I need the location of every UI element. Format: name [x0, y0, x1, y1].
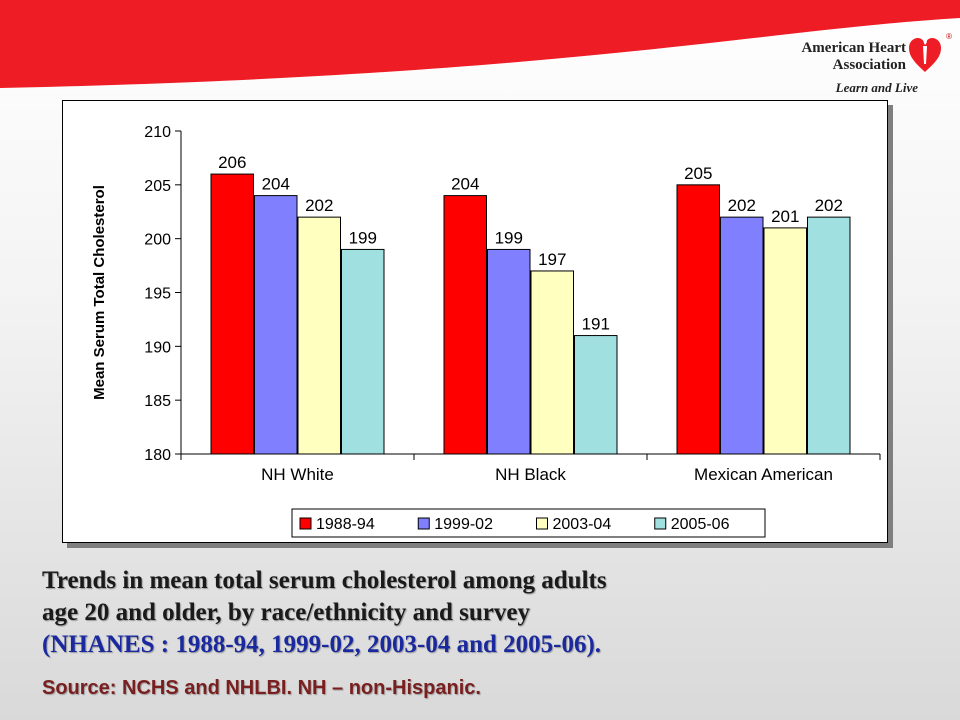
- y-tick-label: 190: [144, 339, 171, 356]
- chart-panel: 180 185 190 195 200 205 210 Mean Serum Total Ch…: [62, 100, 888, 543]
- bar-value-label: 191: [582, 315, 610, 334]
- bar: [807, 216, 851, 455]
- y-tick-label: 210: [144, 124, 171, 141]
- bar: [210, 173, 254, 455]
- legend-label: 1988-94: [316, 516, 375, 533]
- y-tick-label: 195: [144, 286, 171, 303]
- bar: [443, 195, 487, 455]
- bar-value-label: 205: [684, 164, 712, 183]
- caption-line-1: Trends in mean total serum cholesterol a…: [42, 567, 607, 594]
- bar: [720, 216, 764, 455]
- heart-torch-icon: [909, 36, 941, 72]
- bar: [254, 195, 298, 455]
- bar-value-label: 199: [495, 228, 523, 247]
- legend-label: 1999-02: [434, 516, 493, 533]
- category-label: NH Black: [495, 465, 566, 484]
- bar-value-label: 197: [538, 250, 566, 269]
- legend-label: 2005-06: [671, 516, 730, 533]
- bar: [341, 248, 385, 455]
- legend-swatch: [654, 517, 667, 530]
- y-tick-label: 200: [144, 232, 171, 249]
- header-red-band: [0, 0, 960, 88]
- bar: [763, 227, 807, 455]
- legend-swatch: [536, 517, 548, 530]
- registered-mark: ®: [946, 32, 952, 41]
- legend-label: 2003-04: [553, 516, 612, 533]
- category-label: NH White: [261, 465, 334, 484]
- bar: [676, 184, 720, 455]
- bar-value-label: 204: [451, 175, 479, 194]
- legend-swatch: [417, 517, 430, 530]
- chart-caption: Trends in mean total serum cholesterol a…: [42, 565, 942, 661]
- caption-line-3: (NHANES : 1988-94, 1999-02, 2003-04 and …: [42, 631, 602, 658]
- source-note: Source: NCHS and NHLBI. NH – non-Hispani…: [42, 677, 481, 699]
- bar: [297, 216, 341, 455]
- y-tick-label: 185: [144, 393, 171, 410]
- bar-value-label: 206: [218, 153, 246, 172]
- caption-line-2: age 20 and older, by race/ethnicity and …: [42, 599, 530, 626]
- bar: [574, 335, 618, 455]
- legend-box: [291, 508, 766, 538]
- legend-swatch: [299, 517, 312, 530]
- bar-value-label: 201: [771, 207, 799, 226]
- y-tick-label: 180: [144, 447, 171, 464]
- bar-value-label: 202: [728, 196, 756, 215]
- bar-value-label: 202: [305, 196, 333, 215]
- bar-value-label: 202: [815, 196, 843, 215]
- bar-chart: 180 185 190 195 200 205 210 Mean Serum Total Ch…: [91, 124, 881, 538]
- bar: [487, 248, 531, 455]
- aha-logo: American Heart Association Learn and Liv…: [788, 28, 956, 100]
- logo-org-line2: Association: [832, 57, 906, 73]
- y-axis-label: Mean Serum Total Cholesterol: [91, 185, 108, 400]
- category-label: Mexican American: [694, 465, 833, 484]
- bar: [530, 270, 574, 455]
- bar-value-label: 199: [349, 228, 377, 247]
- logo-tagline: Learn and Live: [835, 80, 918, 95]
- logo-org-line1: American Heart: [801, 40, 906, 56]
- y-tick-label: 205: [144, 178, 171, 195]
- bar-value-label: 204: [262, 175, 290, 194]
